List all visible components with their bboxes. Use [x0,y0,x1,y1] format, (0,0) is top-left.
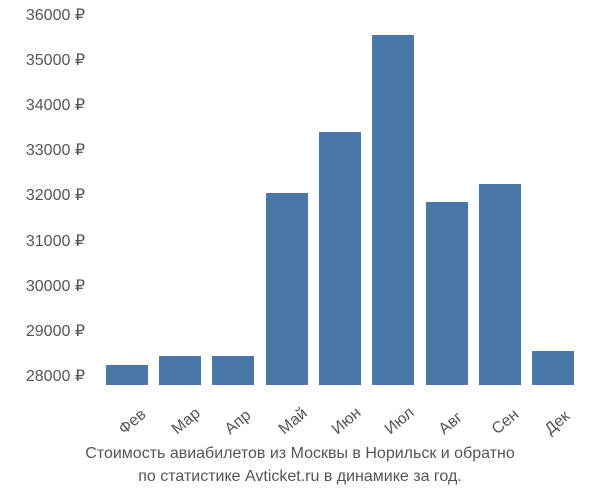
bar [212,356,254,385]
caption-line-1: Стоимость авиабилетов из Москвы в Нориль… [85,445,514,462]
bars-container [95,15,585,385]
y-tick-label: 29000 ₽ [26,321,85,341]
y-tick-label: 34000 ₽ [26,95,85,115]
price-chart: 28000 ₽ 29000 ₽ 30000 ₽ 31000 ₽ 32000 ₽ 33000… [0,0,600,500]
y-tick-label: 33000 ₽ [26,140,85,160]
y-tick-label: 30000 ₽ [26,276,85,296]
x-axis: ФевМарАпрМайИюнИюлАвгСенДек [95,390,585,440]
bar [532,351,574,385]
y-tick-label: 36000 ₽ [26,5,85,25]
chart-caption: Стоимость авиабилетов из Москвы в Нориль… [0,443,600,488]
y-tick-label: 32000 ₽ [26,185,85,205]
bar [372,35,414,385]
bar [159,356,201,385]
y-tick-label: 35000 ₽ [26,50,85,70]
y-tick-label: 31000 ₽ [26,231,85,251]
bar [266,193,308,385]
y-axis: 28000 ₽ 29000 ₽ 30000 ₽ 31000 ₽ 32000 ₽ 33000… [0,15,90,385]
y-tick-label: 28000 ₽ [26,366,85,386]
caption-line-2: по статистике Avticket.ru в динамике за … [138,468,462,485]
plot-area [95,15,585,385]
bar [479,184,521,385]
bar [106,365,148,385]
bar [319,132,361,385]
bar [426,202,468,385]
